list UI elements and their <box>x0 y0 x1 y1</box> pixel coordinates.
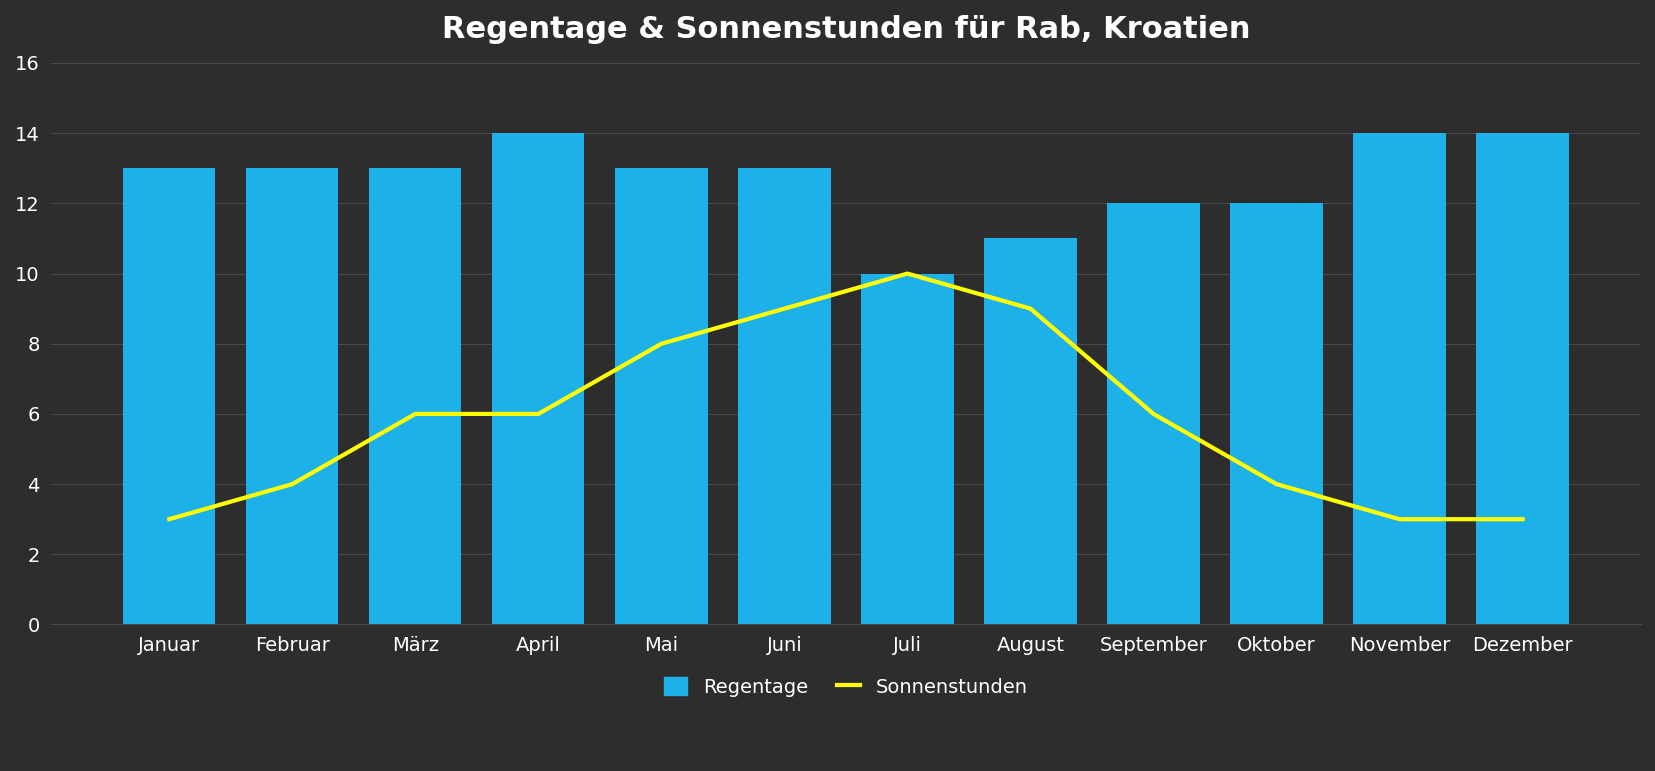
Bar <box>369 168 462 625</box>
Bar <box>1352 133 1445 625</box>
Bar <box>861 274 953 625</box>
Bar <box>122 168 215 625</box>
Bar <box>1230 204 1322 625</box>
Bar <box>492 133 584 625</box>
Bar <box>738 168 831 625</box>
Bar <box>247 168 338 625</box>
Legend: Regentage, Sonnenstunden: Regentage, Sonnenstunden <box>655 670 1034 705</box>
Bar <box>983 238 1076 625</box>
Bar <box>616 168 707 625</box>
Bar <box>1107 204 1198 625</box>
Title: Regentage & Sonnenstunden für Rab, Kroatien: Regentage & Sonnenstunden für Rab, Kroat… <box>442 15 1250 44</box>
Bar <box>1476 133 1567 625</box>
